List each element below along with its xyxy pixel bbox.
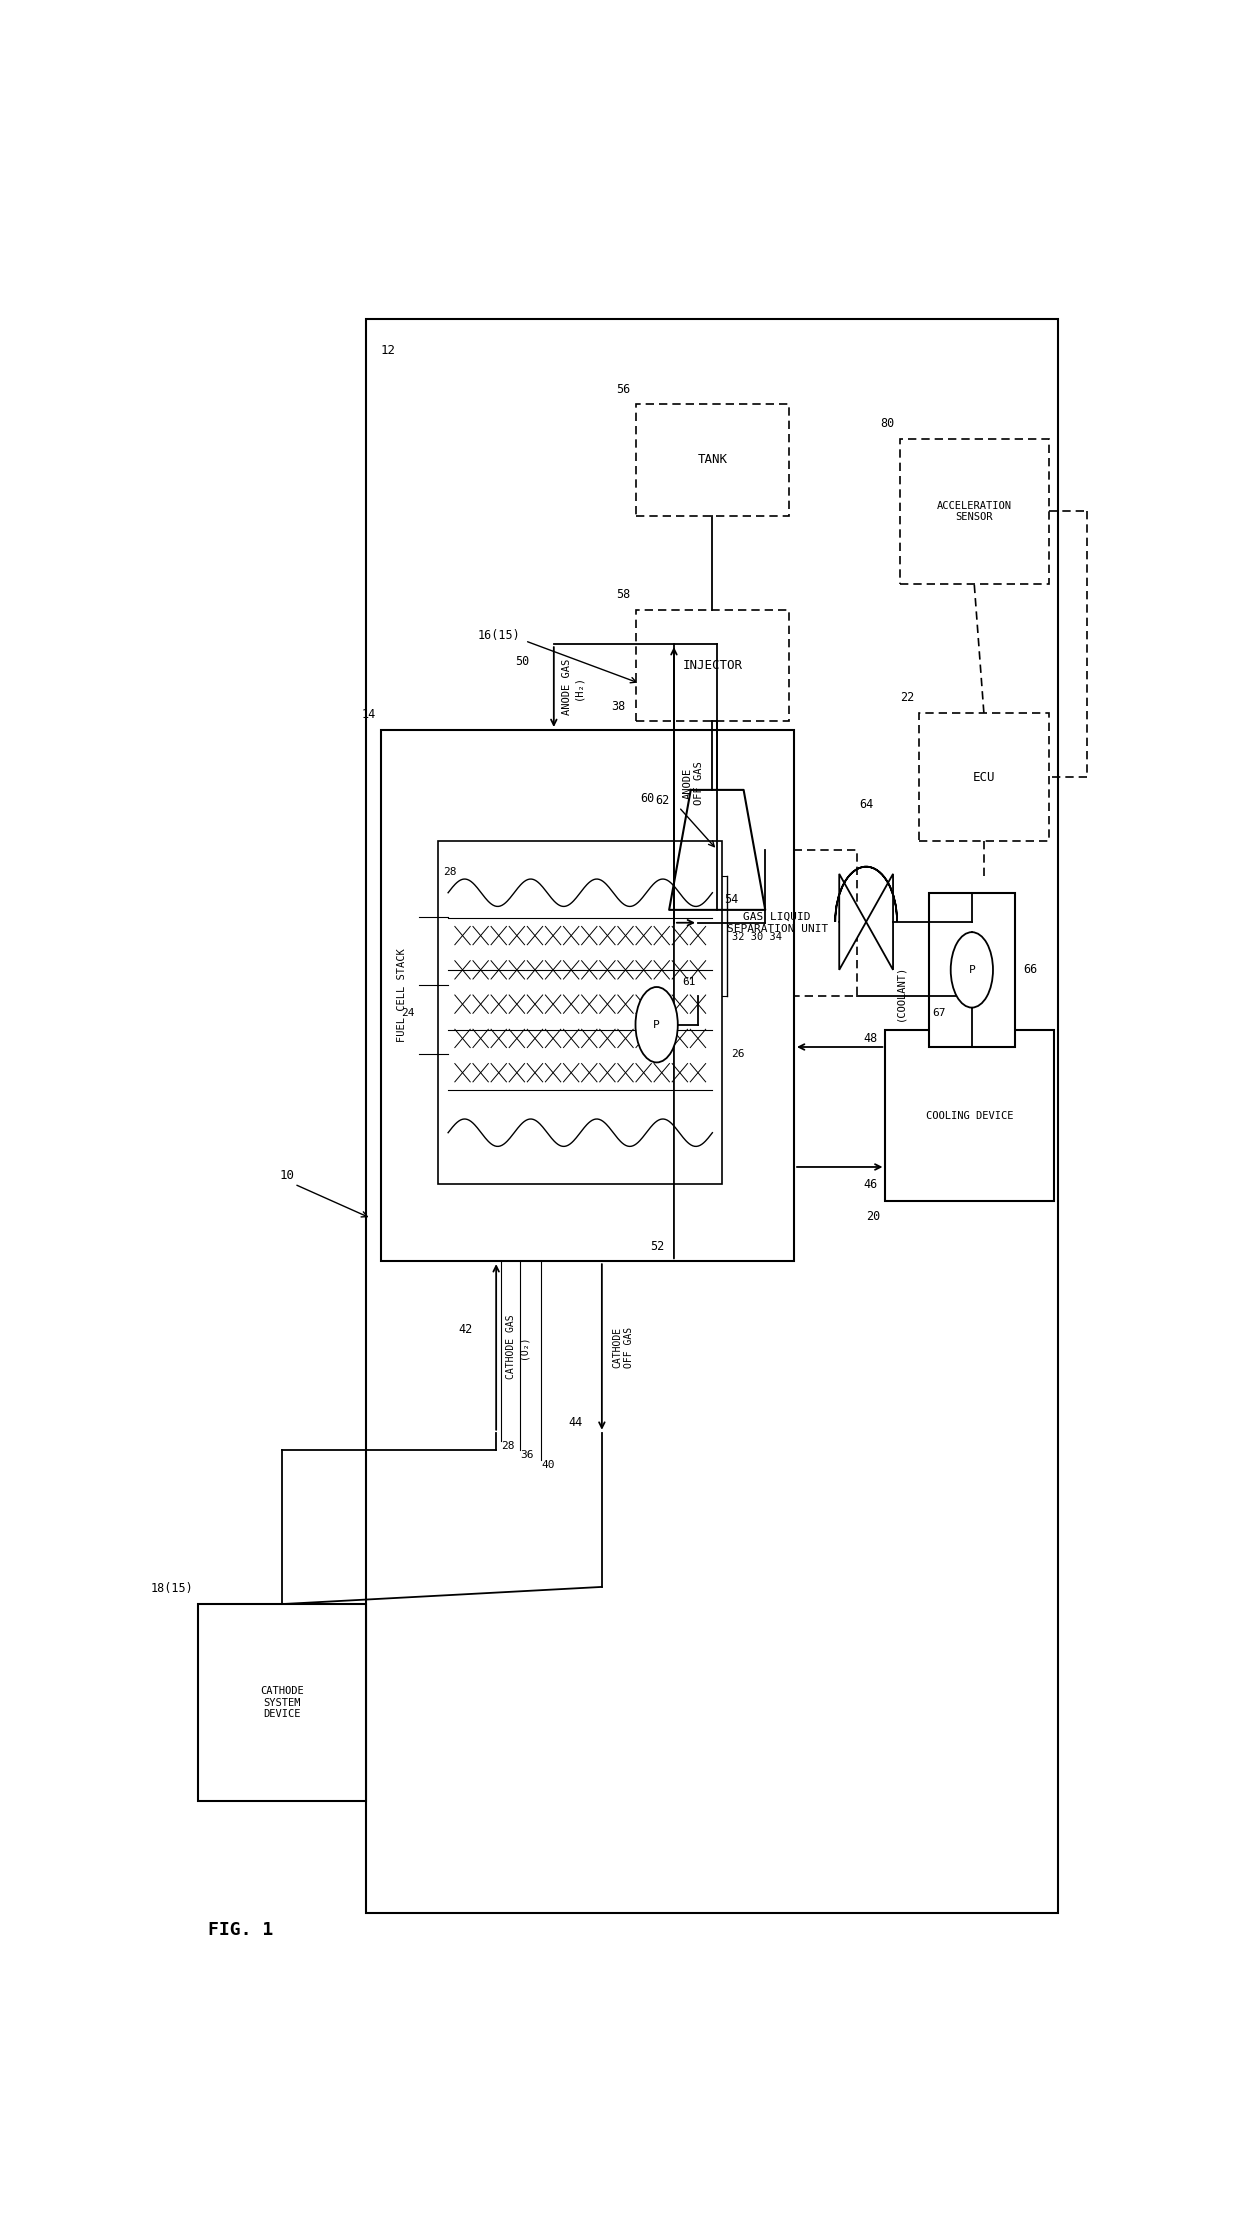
Text: 67: 67 bbox=[932, 1008, 946, 1017]
Text: 28: 28 bbox=[501, 1440, 515, 1451]
Text: 38: 38 bbox=[611, 699, 626, 712]
Polygon shape bbox=[839, 875, 866, 971]
Text: 16(15): 16(15) bbox=[477, 630, 521, 641]
FancyBboxPatch shape bbox=[635, 610, 789, 721]
Text: 62: 62 bbox=[655, 795, 670, 808]
FancyBboxPatch shape bbox=[635, 405, 789, 516]
Text: 18(15): 18(15) bbox=[151, 1583, 193, 1596]
Text: ANODE GAS
(H₂): ANODE GAS (H₂) bbox=[562, 659, 584, 715]
Text: TANK: TANK bbox=[697, 454, 728, 467]
Text: 10: 10 bbox=[280, 1169, 295, 1182]
FancyBboxPatch shape bbox=[198, 1605, 367, 1801]
Text: 44: 44 bbox=[568, 1416, 583, 1429]
Text: ECU: ECU bbox=[972, 770, 996, 784]
Text: 80: 80 bbox=[880, 416, 895, 430]
Text: FUEL CELL STACK: FUEL CELL STACK bbox=[397, 948, 407, 1042]
Text: P: P bbox=[968, 964, 975, 975]
Text: 60: 60 bbox=[641, 792, 655, 806]
Text: ANODE
OFF GAS: ANODE OFF GAS bbox=[682, 761, 704, 806]
Text: 58: 58 bbox=[616, 588, 631, 601]
Text: 50: 50 bbox=[516, 654, 529, 668]
Text: 20: 20 bbox=[867, 1209, 880, 1222]
Text: COOLING DEVICE: COOLING DEVICE bbox=[926, 1111, 1013, 1120]
Text: 32 30 34: 32 30 34 bbox=[732, 933, 781, 942]
Wedge shape bbox=[836, 866, 897, 922]
FancyBboxPatch shape bbox=[885, 1031, 1054, 1202]
FancyBboxPatch shape bbox=[439, 841, 722, 1184]
Text: 64: 64 bbox=[859, 799, 873, 812]
Text: 14: 14 bbox=[362, 708, 376, 721]
FancyBboxPatch shape bbox=[381, 730, 794, 1262]
Text: 48: 48 bbox=[863, 1033, 878, 1044]
Text: 46: 46 bbox=[863, 1178, 878, 1191]
Circle shape bbox=[951, 933, 993, 1008]
Text: 56: 56 bbox=[616, 383, 631, 396]
Polygon shape bbox=[866, 875, 893, 971]
Text: 66: 66 bbox=[1023, 964, 1037, 977]
Text: 61: 61 bbox=[682, 977, 696, 986]
Text: CATHODE
SYSTEM
DEVICE: CATHODE SYSTEM DEVICE bbox=[260, 1685, 304, 1718]
FancyBboxPatch shape bbox=[929, 893, 1016, 1046]
Text: 28: 28 bbox=[444, 866, 456, 877]
Text: 42: 42 bbox=[458, 1322, 472, 1336]
FancyBboxPatch shape bbox=[900, 439, 1049, 583]
Text: 22: 22 bbox=[900, 692, 914, 703]
FancyBboxPatch shape bbox=[919, 712, 1049, 841]
Text: 26: 26 bbox=[732, 1048, 745, 1060]
Text: (COOLANT): (COOLANT) bbox=[895, 966, 905, 1022]
Text: 54: 54 bbox=[724, 893, 739, 906]
Text: CATHODE
OFF GAS: CATHODE OFF GAS bbox=[613, 1327, 634, 1367]
Text: 36: 36 bbox=[521, 1449, 533, 1460]
Text: ACCELERATION
SENSOR: ACCELERATION SENSOR bbox=[936, 501, 1012, 523]
Text: 12: 12 bbox=[381, 345, 396, 356]
Circle shape bbox=[635, 986, 678, 1062]
Text: INJECTOR: INJECTOR bbox=[682, 659, 743, 672]
Text: 24: 24 bbox=[401, 1008, 414, 1017]
Text: 52: 52 bbox=[650, 1240, 665, 1253]
FancyBboxPatch shape bbox=[698, 850, 857, 995]
Text: P: P bbox=[653, 1020, 660, 1031]
Text: FIG. 1: FIG. 1 bbox=[208, 1921, 273, 1939]
Text: GAS LIQUID
SEPARATION UNIT: GAS LIQUID SEPARATION UNIT bbox=[727, 913, 828, 933]
Text: 40: 40 bbox=[542, 1460, 554, 1469]
Text: CATHODE GAS
(O₂): CATHODE GAS (O₂) bbox=[506, 1316, 528, 1380]
